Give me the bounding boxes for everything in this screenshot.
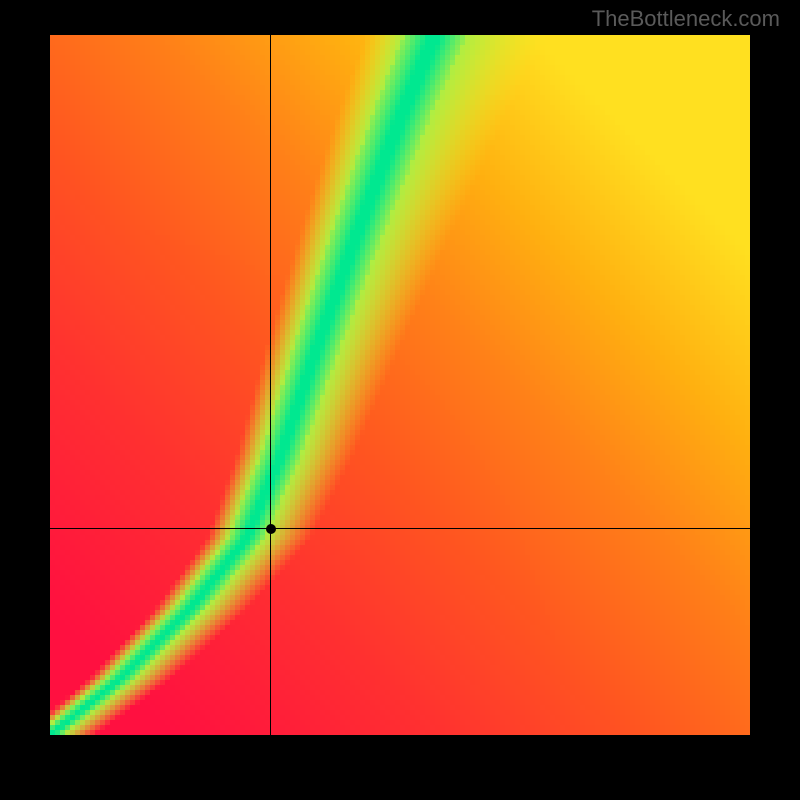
watermark-text: TheBottleneck.com (592, 6, 780, 32)
heatmap-plot-area (50, 35, 750, 735)
crosshair-horizontal (50, 528, 750, 529)
crosshair-vertical (270, 35, 271, 735)
marker-point (266, 524, 276, 534)
heatmap-canvas (50, 35, 750, 735)
